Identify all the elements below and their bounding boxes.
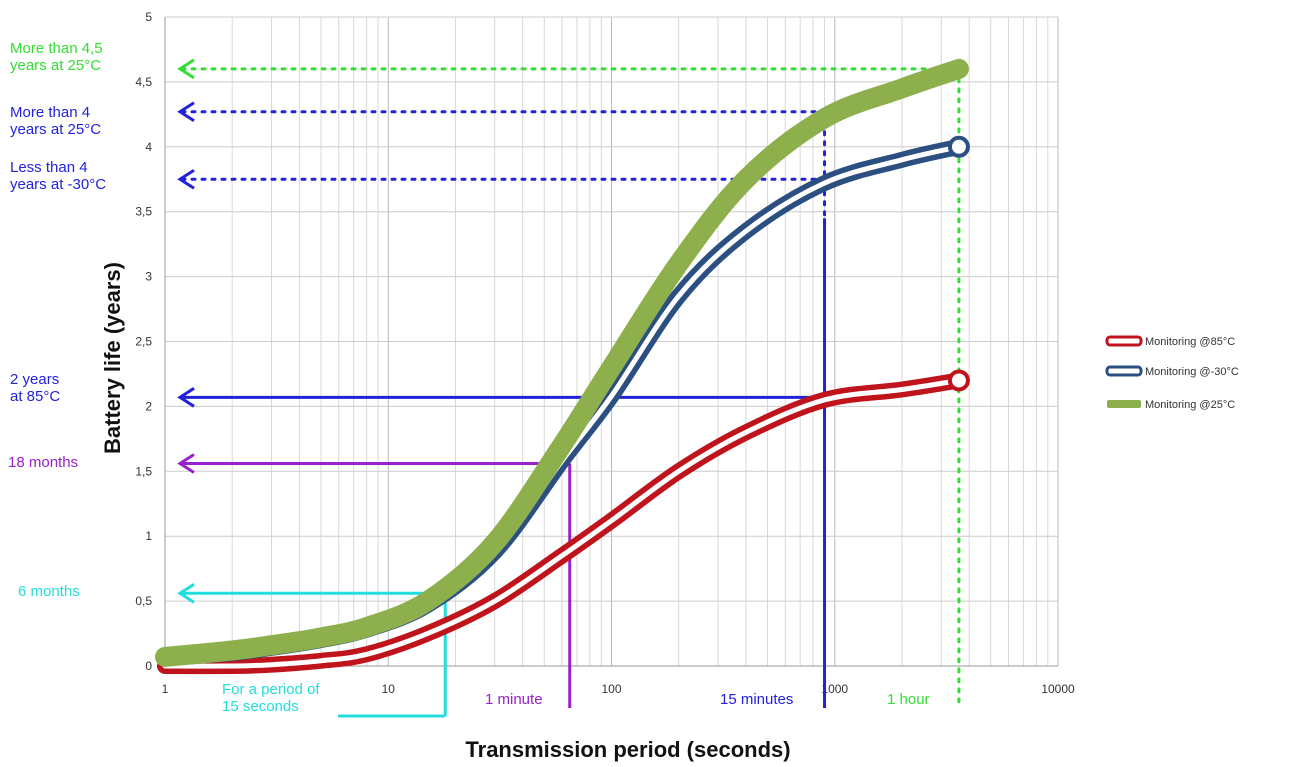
x-tick-label: 10000 xyxy=(1041,682,1075,696)
period-label: 1 minute xyxy=(485,691,543,708)
guide-arrow-6-months-head xyxy=(177,583,195,604)
period-line: 1 minute xyxy=(485,691,543,708)
series-2-endpoint xyxy=(947,135,970,158)
annotation-line: 18 months xyxy=(8,454,78,471)
guide-arrow-less-4-years-head xyxy=(177,168,195,190)
legend-swatch xyxy=(1107,400,1141,408)
x-tick-label: 10 xyxy=(382,682,396,696)
period-label: 15 minutes xyxy=(720,691,793,708)
annotation-label: More than 4,5 years at 25°C xyxy=(10,40,103,74)
y-tick-label: 2 xyxy=(145,399,152,413)
series-1-endpoint xyxy=(947,369,970,392)
guide-arrow-2-years-head xyxy=(177,387,195,408)
x-tick-label: 100 xyxy=(601,682,621,696)
period-line: 1 hour xyxy=(887,691,930,708)
annotation-line: 6 months xyxy=(18,583,80,600)
legend: Monitoring @85°C Monitoring @-30°C Monitor… xyxy=(1105,335,1239,411)
annotation-line: at 85°C xyxy=(10,388,60,405)
y-tick-label: 5 xyxy=(145,10,152,24)
guide-arrow-18-months-head xyxy=(177,453,195,474)
legend-label: Monitoring @-30°C xyxy=(1145,366,1239,378)
legend-label: Monitoring @25°C xyxy=(1145,399,1235,411)
period-line: For a period of xyxy=(222,681,320,698)
y-tick-label: 0,5 xyxy=(135,594,152,608)
annotation-line: years at -30°C xyxy=(10,176,106,193)
annotation-label: 6 months xyxy=(18,583,80,600)
legend-swatch xyxy=(1105,365,1143,377)
annotation-line: Less than 4 xyxy=(10,159,88,176)
y-tick-label: 4 xyxy=(145,140,152,154)
annotation-line: More than 4,5 xyxy=(10,40,103,57)
legend-label: Monitoring @85°C xyxy=(1145,336,1235,348)
guide-arrow-4-years-head xyxy=(177,101,195,123)
annotation-line: 2 years xyxy=(10,371,59,388)
y-tick-label: 0 xyxy=(145,659,152,673)
legend-swatch xyxy=(1105,335,1143,347)
x-axis-title: Transmission period (seconds) xyxy=(465,737,790,762)
series-3-endpoint xyxy=(950,60,967,77)
x-tick-label: 1 xyxy=(162,682,169,696)
series-3-line xyxy=(155,58,969,667)
period-label: For a period of 15 seconds xyxy=(222,681,320,715)
annotation-line: More than 4 xyxy=(10,104,90,121)
annotation-label: More than 4 years at 25°C xyxy=(10,104,101,138)
annotation-label: Less than 4 years at -30°C xyxy=(10,159,106,193)
grid xyxy=(164,16,1059,667)
annotation-label: 2 years at 85°C xyxy=(10,371,60,405)
series-1-line-inner xyxy=(162,377,962,669)
y-axis-title: Battery life (years) xyxy=(100,262,125,454)
series-lines xyxy=(155,58,970,675)
tick-labels: 1 10 100 1000 10000 0 0,5 1 1,5 2 2,5 3 3,5 4 4,5 5 xyxy=(135,10,1075,696)
annotation-line: years at 25°C xyxy=(10,121,101,138)
x-tick-label: 1000 xyxy=(821,682,848,696)
y-tick-label: 1 xyxy=(145,529,152,543)
guide-arrow-4-5-years-head xyxy=(177,58,195,80)
y-tick-label: 1,5 xyxy=(135,464,152,478)
annotation-label: 18 months xyxy=(8,454,78,471)
y-tick-label: 4,5 xyxy=(135,75,152,89)
period-line: 15 minutes xyxy=(720,691,793,708)
period-line: 15 seconds xyxy=(222,698,299,715)
y-tick-label: 2,5 xyxy=(135,335,152,349)
period-label: 1 hour xyxy=(887,691,930,708)
y-tick-label: 3,5 xyxy=(135,205,152,219)
y-tick-label: 3 xyxy=(145,270,152,284)
annotation-line: years at 25°C xyxy=(10,57,101,74)
